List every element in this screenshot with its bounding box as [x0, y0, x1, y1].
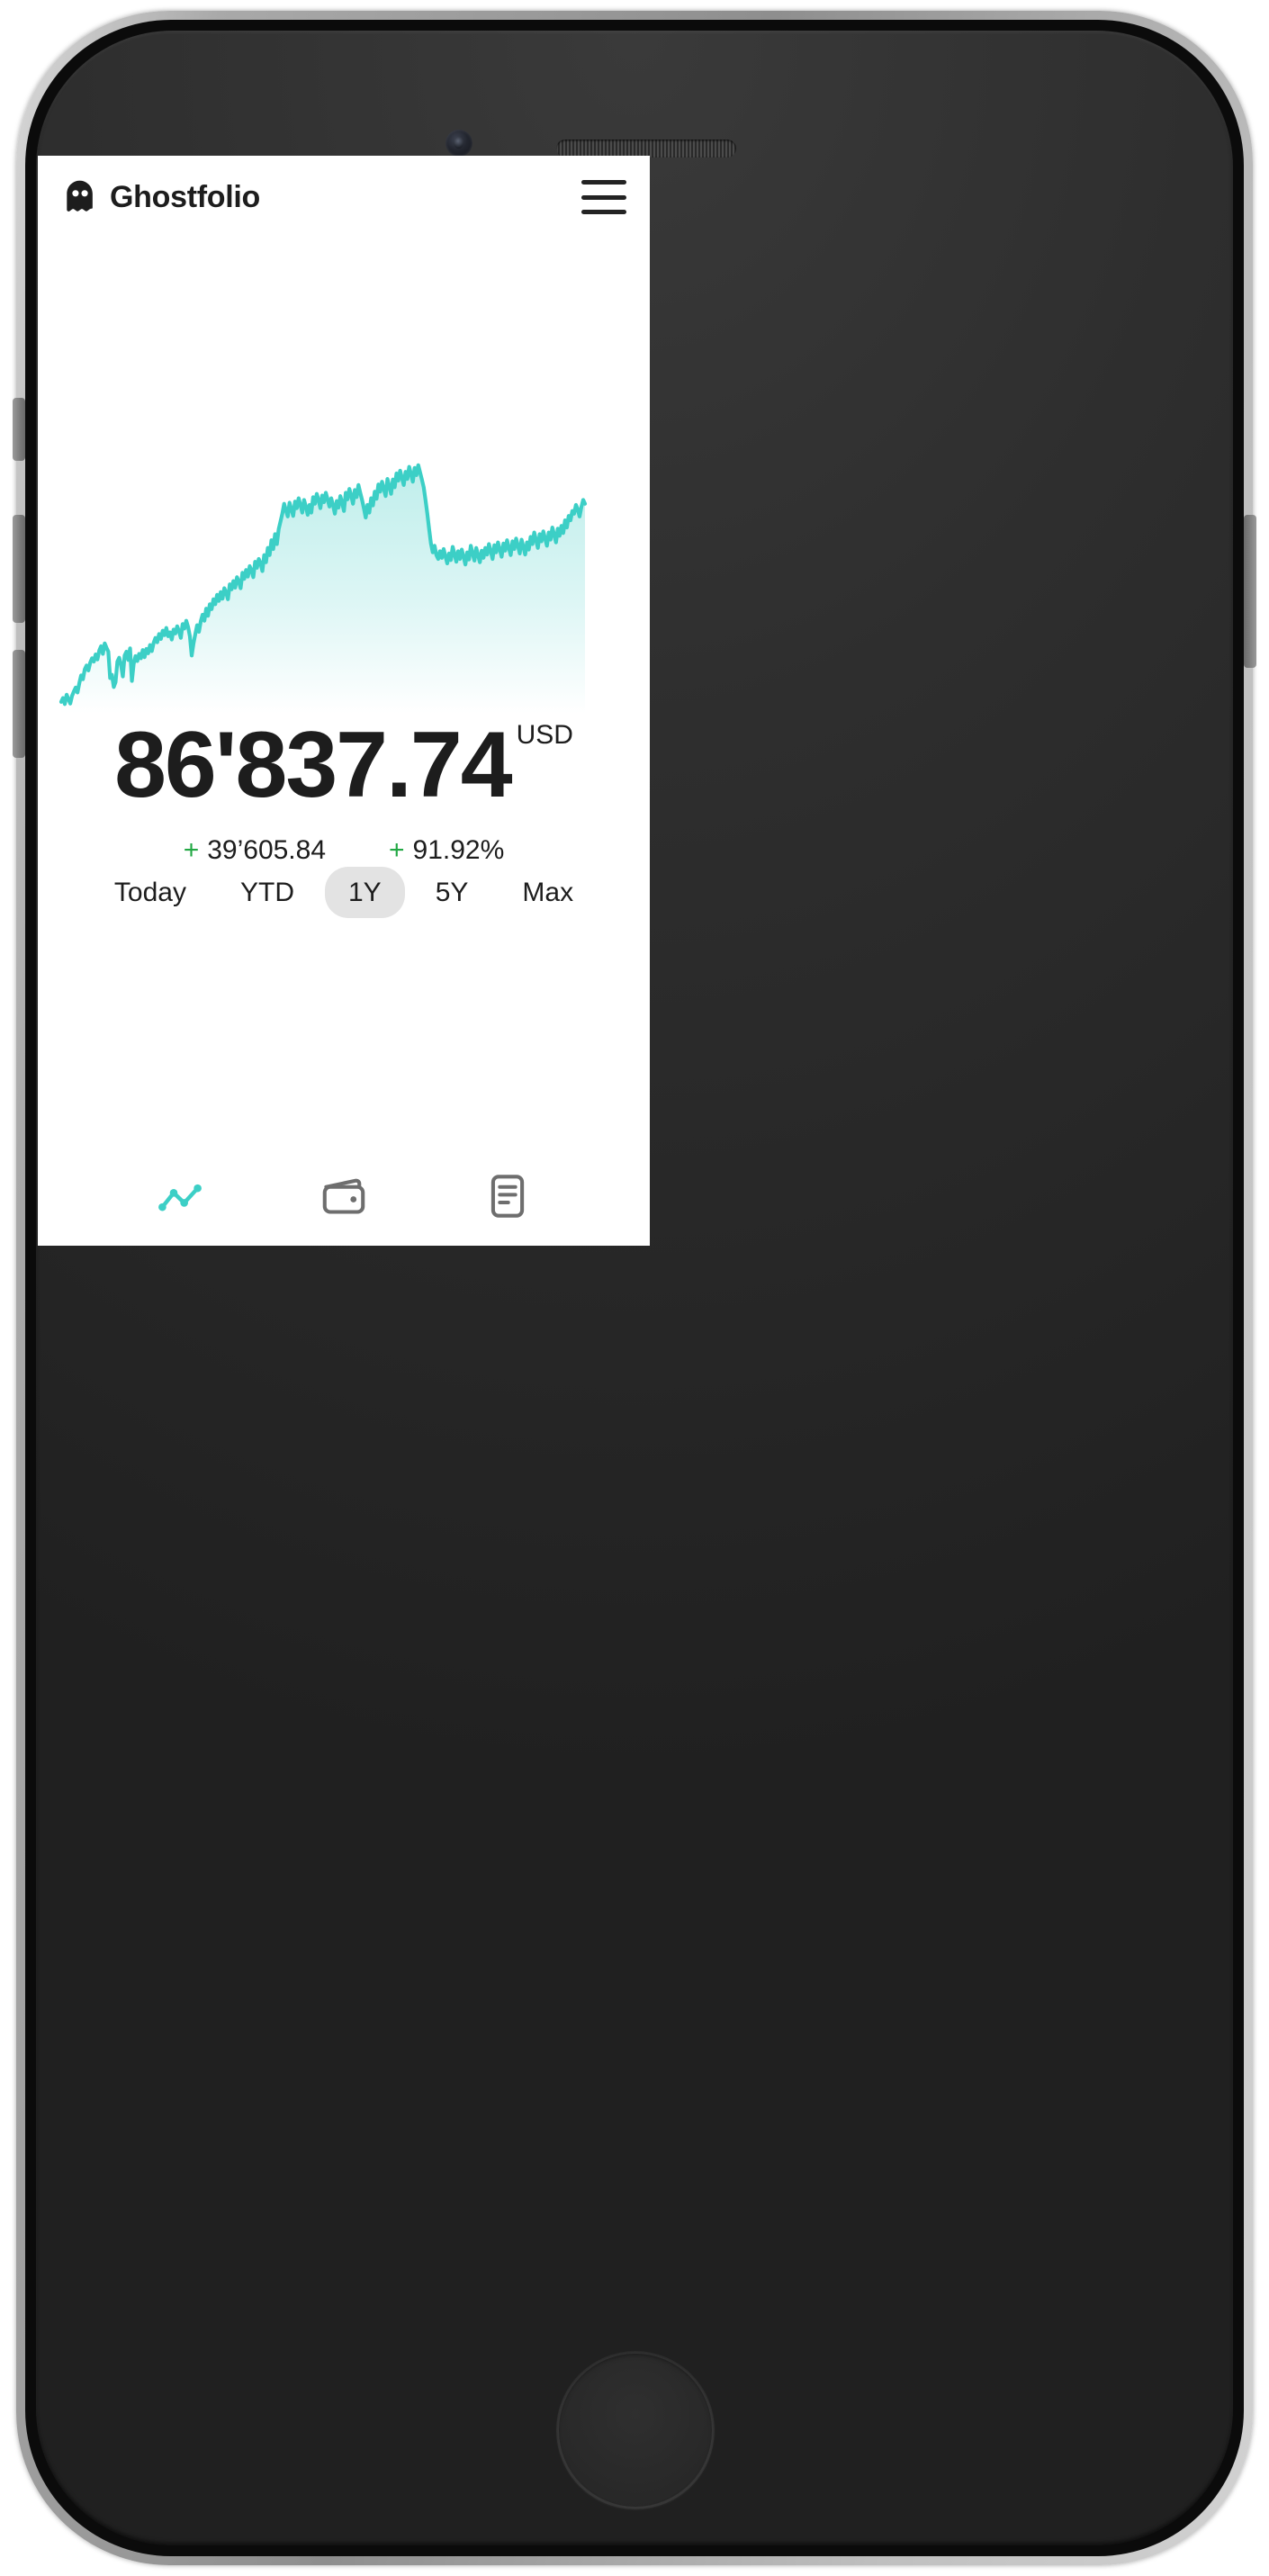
absolute-change-sign: + — [183, 835, 200, 865]
wallet-icon — [319, 1171, 369, 1226]
volume-up-button[interactable] — [13, 515, 25, 623]
change-row: + 39’605.84 + 91.92% — [38, 835, 650, 866]
nav-item-overview[interactable] — [148, 1170, 212, 1226]
app-viewport: Ghostfolio — [38, 156, 650, 1246]
chart-area-fill — [61, 464, 585, 714]
nav-item-portfolio[interactable] — [312, 1170, 375, 1226]
hamburger-menu-icon[interactable] — [581, 180, 626, 214]
percent-change-value: 91.92% — [412, 835, 505, 865]
chart-line — [58, 463, 588, 707]
phone-screen: Ghostfolio — [38, 156, 650, 1246]
value-row: 86'837.74 USD — [38, 718, 650, 812]
absolute-change-value: 39’605.84 — [207, 835, 327, 865]
nav-item-summary[interactable] — [476, 1170, 539, 1226]
earpiece-speaker — [556, 140, 736, 158]
percent-change: + 91.92% — [389, 835, 504, 866]
front-camera-icon — [446, 130, 472, 157]
date-range-selector: Today YTD 1Y 5Y Max — [38, 867, 650, 918]
range-chip-max[interactable]: Max — [522, 878, 574, 907]
line-chart-icon — [155, 1171, 205, 1226]
absolute-change: + 39’605.84 — [184, 835, 326, 866]
home-button[interactable] — [556, 2351, 715, 2509]
menu-bar-3 — [581, 210, 626, 214]
document-lines-icon — [482, 1171, 533, 1226]
power-button[interactable] — [1244, 515, 1256, 668]
bottom-navigation — [38, 1170, 650, 1226]
range-chip-ytd[interactable]: YTD — [239, 878, 294, 907]
brand-name: Ghostfolio — [110, 180, 260, 214]
volume-down-button[interactable] — [13, 650, 25, 758]
range-chip-today[interactable]: Today — [113, 878, 186, 907]
range-chip-1y[interactable]: 1Y — [324, 867, 405, 918]
percent-change-sign: + — [389, 835, 405, 865]
app-header: Ghostfolio — [38, 156, 650, 239]
portfolio-value-block: 86'837.74 USD + 39’605.84 + 91.92% — [38, 718, 650, 866]
ghost-icon — [61, 178, 99, 216]
menu-bar-2 — [581, 194, 626, 200]
currency-label: USD — [516, 720, 573, 750]
menu-bar-1 — [581, 180, 626, 185]
range-chip-5y[interactable]: 5Y — [435, 878, 469, 907]
brand-logo[interactable]: Ghostfolio — [61, 178, 260, 216]
portfolio-performance-chart[interactable] — [38, 444, 650, 714]
portfolio-value: 86'837.74 — [114, 713, 513, 817]
silent-switch-button[interactable] — [13, 398, 25, 461]
